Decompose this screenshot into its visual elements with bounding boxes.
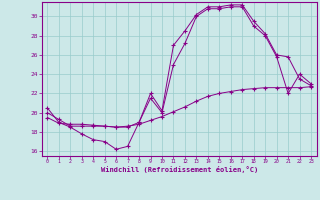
X-axis label: Windchill (Refroidissement éolien,°C): Windchill (Refroidissement éolien,°C) (100, 166, 258, 173)
